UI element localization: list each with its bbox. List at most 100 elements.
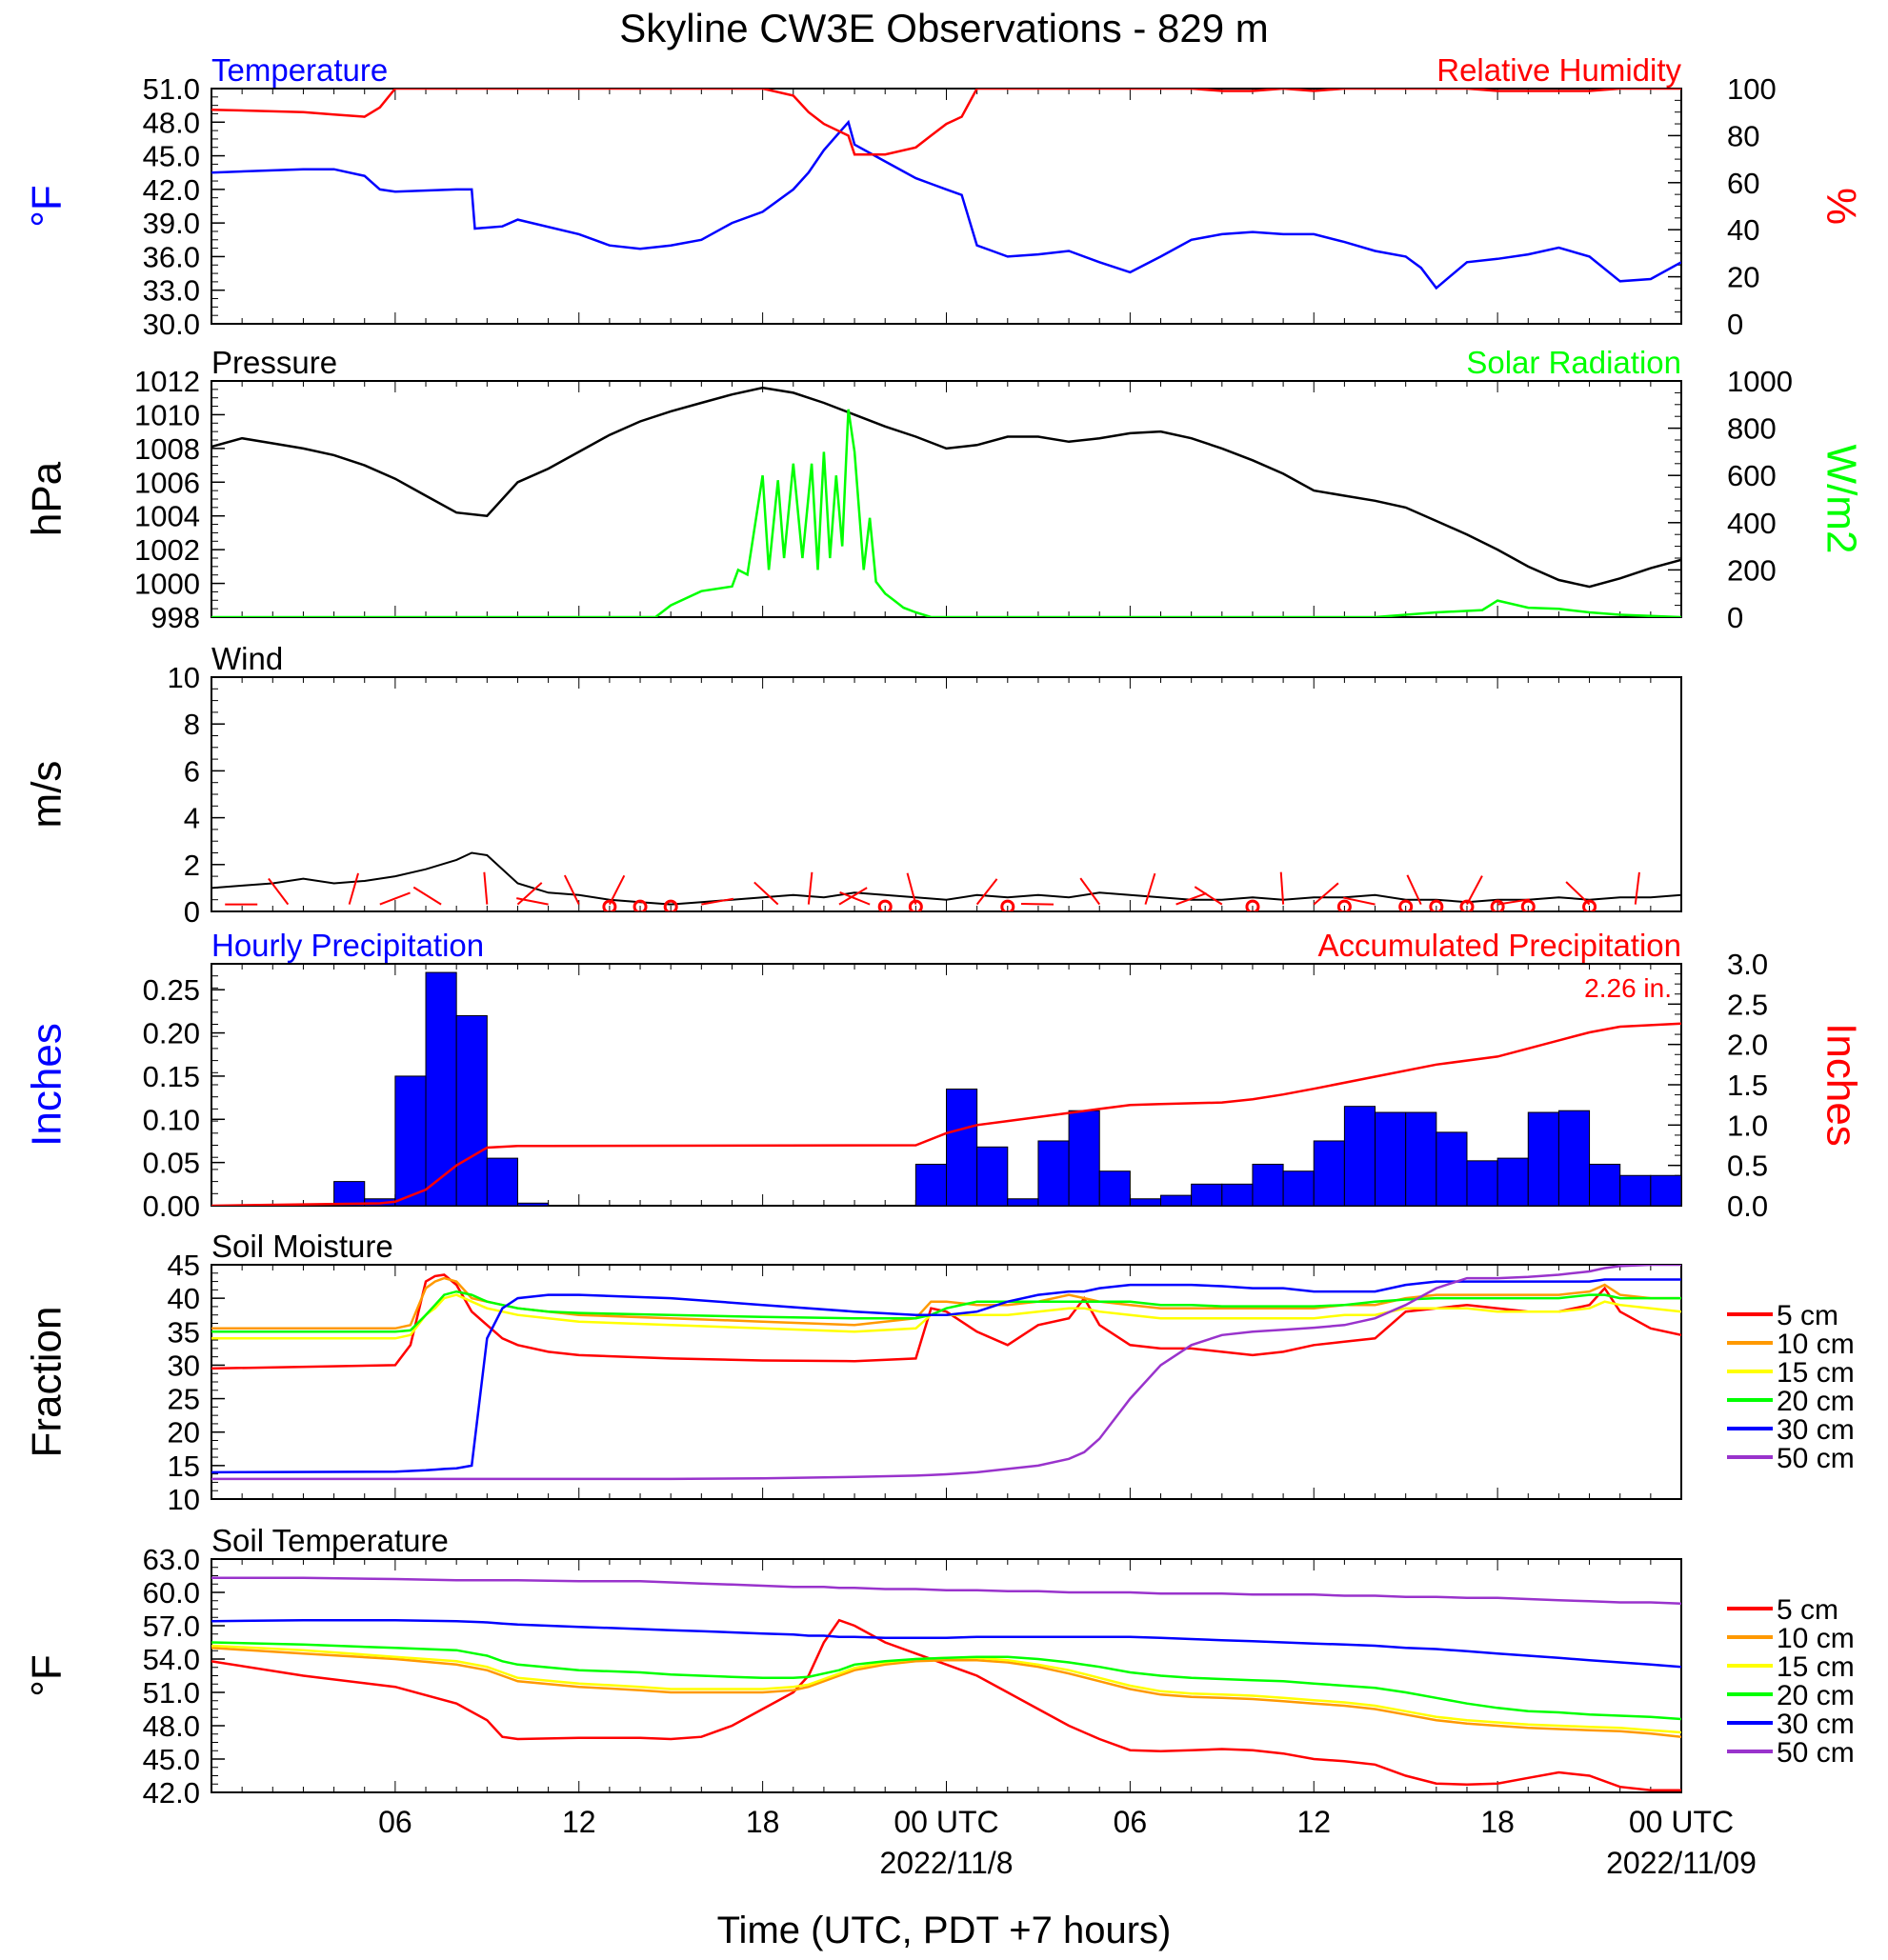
soil_moisture-legend-label-10-cm: 10 cm: [1777, 1329, 1855, 1360]
wind-ytick-label-left-5: 0: [184, 895, 200, 929]
soil_temperature-ytick-label-left-6: 45.0: [143, 1743, 200, 1776]
wind-barb-28: [1565, 881, 1591, 906]
soil_moisture-series-5-cm: [211, 1273, 1681, 1370]
precipitation-bar-25: [1466, 1160, 1498, 1206]
wind-calm-marker-13: [1582, 899, 1597, 911]
precipitation-bar-8: [946, 1089, 978, 1206]
wind-barb-21: [1194, 886, 1223, 906]
wind-barb-18: [1079, 877, 1101, 906]
soil_temperature-ytick-label-left-5: 48.0: [143, 1710, 200, 1743]
soil_temperature-ytick-label-left-3: 54.0: [143, 1643, 200, 1676]
precipitation-bar-4: [455, 1014, 488, 1206]
x-tick-label-3: 00 UTC: [894, 1805, 998, 1839]
precipitation-accumulated-line: [211, 1022, 1681, 1206]
pressure_solar-series-pressure: [211, 386, 1681, 589]
precipitation-ytick-label-left-2: 0.15: [143, 1060, 200, 1093]
precipitation-bar-5: [486, 1157, 518, 1206]
temperature_humidity-left-title: Temperature: [211, 52, 388, 88]
wind-calm-marker-5: [1000, 899, 1015, 911]
pressure_solar-left-title: Pressure: [211, 345, 337, 380]
precipitation-bar-13: [1098, 1170, 1131, 1206]
wind-calm-marker-7: [1336, 899, 1352, 911]
wind-calm-marker-8: [1398, 899, 1414, 911]
precipitation-ytick-label-right-1: 2.5: [1727, 988, 1768, 1021]
temperature_humidity-ytick-label-left-2: 45.0: [143, 140, 200, 173]
precipitation-left-title: Hourly Precipitation: [211, 928, 484, 963]
soil_moisture-ytick-label-left-1: 40: [168, 1282, 200, 1315]
precipitation-bar-24: [1436, 1131, 1468, 1206]
wind-calm-marker-3: [877, 899, 893, 911]
wind-calm-marker-11: [1490, 899, 1505, 911]
soil_moisture-series-15-cm: [211, 1293, 1681, 1340]
precipitation-bar-21: [1343, 1106, 1376, 1206]
temperature_humidity-ytick-label-right-1: 80: [1727, 119, 1759, 152]
pressure_solar-ytick-label-right-1: 800: [1727, 412, 1777, 446]
precipitation-bar-31: [1650, 1174, 1681, 1206]
wind-barb-13: [838, 887, 868, 906]
soil_temperature-ytick-label-left-1: 60.0: [143, 1576, 200, 1610]
pressure_solar-ytick-label-left-1: 1010: [134, 398, 200, 431]
wind-barb-4: [412, 886, 442, 906]
x-axis-title: Time (UTC, PDT +7 hours): [717, 1910, 1172, 1951]
wind-left-title: Wind: [211, 641, 283, 676]
precipitation-ylabel-left: Inches: [24, 1023, 70, 1147]
wind-barb-9: [609, 874, 626, 906]
temperature_humidity-ytick-label-left-1: 48.0: [143, 106, 200, 139]
wind-barb-7: [516, 897, 549, 906]
precipitation-bar-27: [1527, 1111, 1559, 1206]
pressure_solar-ylabel-right: W/m2: [1818, 445, 1864, 554]
soil_temperature-ytick-label-left-2: 57.0: [143, 1610, 200, 1643]
pressure_solar-ylabel-left: hPa: [24, 461, 70, 536]
precipitation-bar-6: [516, 1202, 550, 1206]
wind-barb-29: [1634, 871, 1640, 905]
precipitation-bar-9: [976, 1146, 1009, 1206]
wind-speed-line: [211, 851, 1681, 906]
wind-ytick-label-left-1: 8: [184, 708, 200, 741]
soil_temperature-legend-label-20-cm: 20 cm: [1777, 1680, 1855, 1711]
wind-barb-1: [268, 877, 290, 906]
precipitation-bar-0: [333, 1181, 366, 1206]
temperature_humidity-ytick-label-right-2: 60: [1727, 167, 1759, 200]
pressure_solar-panel: 1012101010081006100410021000998100080060…: [24, 345, 1865, 634]
soil_moisture-series-50-cm: [211, 1265, 1681, 1481]
pressure_solar-ytick-label-right-4: 200: [1727, 553, 1777, 587]
soil_moisture-legend-label-20-cm: 20 cm: [1777, 1386, 1855, 1417]
wind-barb-2: [348, 872, 359, 905]
wind-barb-24: [1343, 896, 1376, 906]
pressure_solar-plot-area: [211, 386, 1681, 617]
precipitation-bar-30: [1619, 1174, 1652, 1206]
soil_moisture-ytick-label-left-6: 15: [168, 1450, 200, 1483]
wind-barb-3: [379, 891, 411, 906]
soil_temperature-ytick-label-left-7: 42.0: [143, 1776, 200, 1810]
temperature_humidity-ytick-label-right-4: 20: [1727, 261, 1759, 294]
precipitation-ytick-label-right-4: 1.0: [1727, 1109, 1768, 1142]
precipitation-bar-23: [1405, 1111, 1437, 1206]
soil_temperature-legend-label-10-cm: 10 cm: [1777, 1623, 1855, 1654]
wind-calm-marker-4: [908, 899, 923, 911]
precipitation-ytick-label-right-0: 3.0: [1727, 948, 1768, 981]
pressure_solar-ytick-label-right-0: 1000: [1727, 365, 1793, 398]
temperature_humidity-ytick-label-left-6: 33.0: [143, 274, 200, 308]
soil_temperature-series-50-cm: [211, 1576, 1681, 1605]
wind-ytick-label-left-0: 10: [168, 661, 200, 694]
pressure_solar-ytick-label-left-4: 1004: [134, 500, 200, 533]
soil_temperature-left-title: Soil Temperature: [211, 1523, 449, 1558]
x-tick-label-1: 12: [562, 1805, 596, 1839]
panels-group: 51.048.045.042.039.036.033.030.010080604…: [24, 52, 1865, 1810]
soil_moisture-legend-label-5-cm: 5 cm: [1777, 1300, 1838, 1331]
soil_moisture-ylabel-left: Fraction: [24, 1307, 70, 1458]
pressure_solar-ytick-label-right-2: 600: [1727, 459, 1777, 492]
precipitation-bar-14: [1129, 1198, 1162, 1206]
wind-barb-11: [753, 881, 779, 906]
soil_moisture-ytick-label-left-2: 35: [168, 1315, 200, 1349]
wind-barb-5: [483, 871, 489, 905]
temperature_humidity-ytick-label-left-3: 42.0: [143, 173, 200, 207]
wind-barb-8: [563, 874, 580, 906]
precipitation-plot-area: [211, 971, 1681, 1206]
soil_moisture-series-30-cm: [211, 1278, 1681, 1474]
precipitation-ylabel-right: Inches: [1818, 1023, 1864, 1147]
soil_moisture-ytick-label-left-5: 20: [168, 1416, 200, 1450]
x-tick-label-5: 12: [1296, 1805, 1331, 1839]
